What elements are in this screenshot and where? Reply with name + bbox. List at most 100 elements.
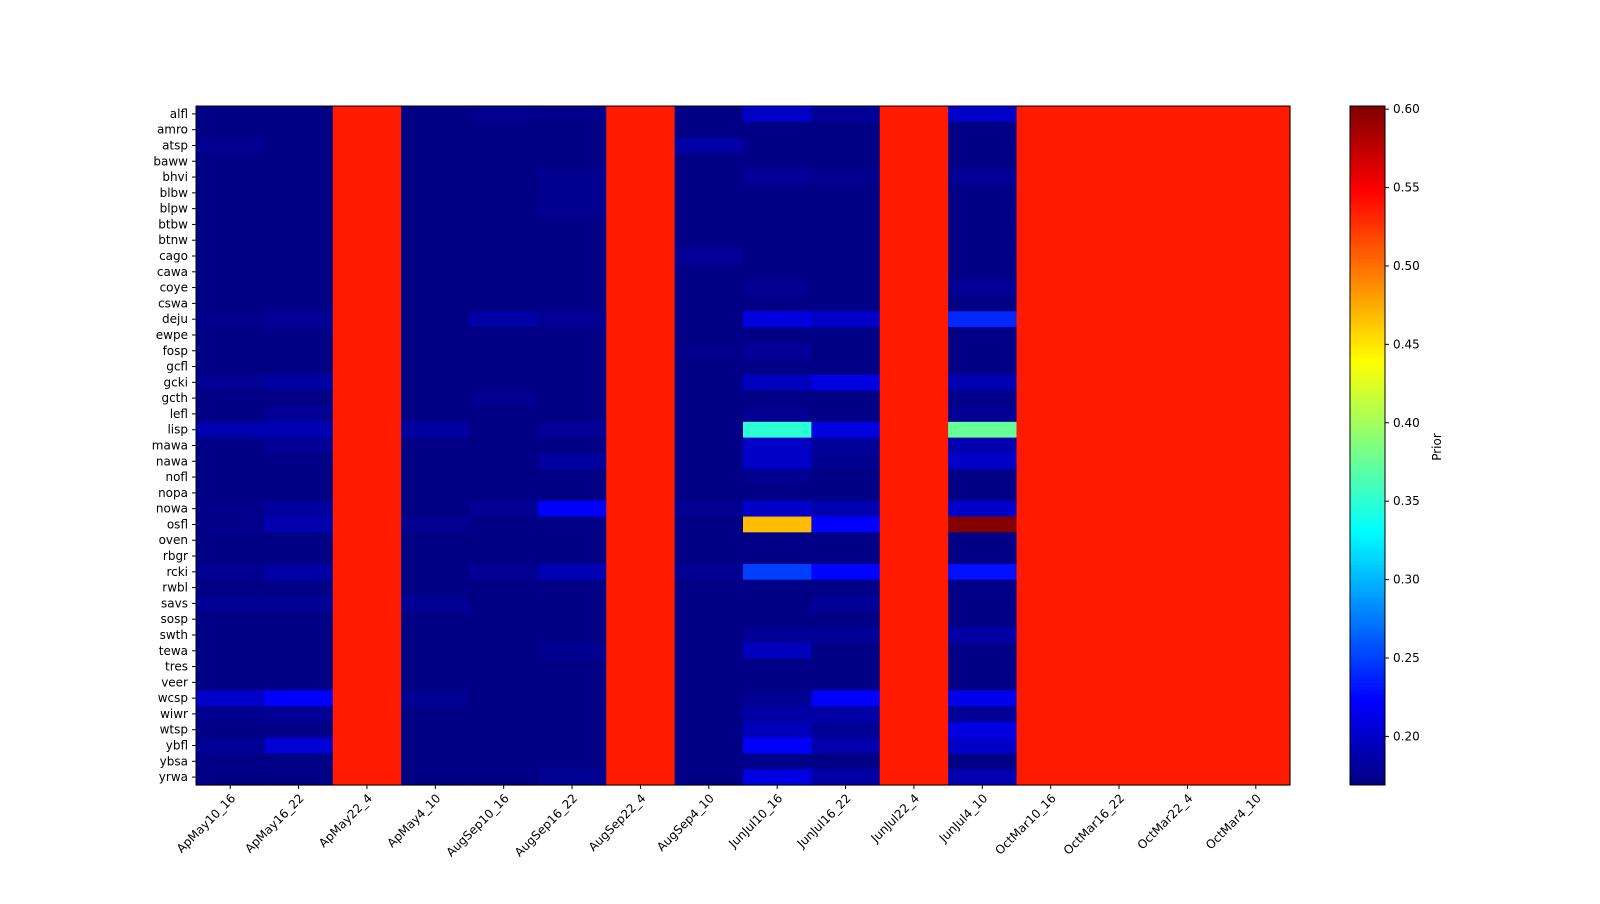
heatmap-cell (879, 421, 949, 439)
x-tick-label: OctMar4_10 (1203, 791, 1264, 852)
heatmap-cell (879, 311, 949, 328)
heatmap-cell (811, 516, 881, 533)
heatmap-cell (606, 437, 676, 454)
heatmap-cell (948, 200, 1018, 218)
heatmap-cell (196, 390, 265, 407)
y-tick-label: nowa (156, 502, 188, 516)
heatmap-cell (1016, 263, 1086, 281)
heatmap-cell (606, 611, 676, 628)
colorbar-segment (1350, 669, 1385, 674)
heatmap-cell (879, 232, 949, 249)
heatmap-cell (606, 721, 676, 739)
heatmap-cell (1084, 248, 1154, 265)
heatmap-cell (1153, 453, 1223, 470)
heatmap-cell (948, 548, 1018, 565)
heatmap-cell (948, 769, 1018, 786)
colorbar-segment (1350, 425, 1385, 430)
heatmap-cell (196, 563, 265, 581)
heatmap-cell (879, 374, 949, 391)
heatmap-cell (537, 295, 607, 312)
colorbar-segment (1350, 628, 1385, 633)
heatmap-cell (264, 753, 334, 770)
heatmap-cell (1084, 769, 1154, 786)
heatmap-cell (1153, 358, 1223, 376)
colorbar-frame (1349, 105, 1386, 786)
heatmap-cell (674, 721, 744, 739)
heatmap-cell (1084, 342, 1154, 360)
y-tick-label: ybsa (160, 754, 188, 768)
heatmap-cell (1016, 406, 1086, 423)
colorbar-segment (1350, 577, 1385, 582)
heatmap-cell (537, 469, 607, 486)
colorbar-segment (1350, 163, 1385, 168)
heatmap-cell (469, 311, 539, 328)
heatmap-cell (264, 516, 334, 533)
colorbar-segment (1350, 275, 1385, 280)
heatmap-cell (332, 216, 402, 233)
heatmap-cell (1153, 327, 1223, 344)
heatmap-cell (469, 484, 539, 502)
heatmap-cell (469, 753, 539, 770)
heatmap-cell (1084, 690, 1154, 707)
heatmap-cell (674, 390, 744, 407)
heatmap-cell (674, 769, 744, 786)
heatmap-cell (811, 374, 881, 391)
colorbar-segment (1350, 204, 1385, 209)
heatmap-cell (1016, 295, 1086, 312)
colorbar-segment (1350, 347, 1385, 351)
heatmap-cell (332, 627, 402, 644)
heatmap-cell (743, 737, 812, 755)
heatmap-cell (606, 579, 676, 597)
heatmap-cell (401, 706, 471, 723)
heatmap-cell (537, 327, 607, 344)
colorbar-segment (1350, 503, 1385, 508)
heatmap-cell (401, 169, 471, 186)
heatmap-cell (606, 200, 676, 218)
heatmap-cell (674, 595, 744, 612)
colorbar-segment (1350, 662, 1385, 667)
heatmap-cell (537, 627, 607, 644)
heatmap-cell (948, 279, 1018, 297)
heatmap-cell (1016, 516, 1086, 533)
heatmap-cell (811, 674, 881, 691)
heatmap-cell (674, 169, 744, 186)
colorbar-segment (1350, 187, 1385, 192)
colorbar-segment (1350, 326, 1385, 331)
heatmap-cell (879, 500, 949, 518)
heatmap-cell (811, 327, 881, 344)
colorbar-segment (1350, 554, 1385, 559)
heatmap-cell (1084, 658, 1154, 676)
heatmap-cell (196, 279, 265, 297)
heatmap-cell (1016, 642, 1086, 660)
colorbar-tick-label: 0.25 (1393, 651, 1420, 665)
y-tick-label: swth (160, 628, 188, 642)
colorbar-segment (1350, 296, 1385, 301)
heatmap-cell (401, 342, 471, 360)
heatmap-cell (1153, 374, 1223, 391)
y-tick-label: rwbl (162, 581, 188, 595)
heatmap-cell (264, 437, 334, 454)
heatmap-cell (606, 453, 676, 470)
heatmap-cell (1084, 548, 1154, 565)
heatmap-cell (1084, 532, 1154, 549)
colorbar-segment (1350, 150, 1385, 155)
heatmap-cell (606, 532, 676, 549)
heatmap-cell (1084, 753, 1154, 770)
heatmap-cell (332, 642, 402, 660)
heatmap-cell (332, 200, 402, 218)
heatmap-cell (606, 548, 676, 565)
heatmap-cell (1153, 674, 1223, 691)
heatmap-cell (879, 563, 949, 581)
heatmap-cell (264, 216, 334, 233)
heatmap-cell (537, 153, 607, 170)
heatmap-cell (196, 611, 265, 628)
heatmap-cell (1153, 706, 1223, 723)
heatmap-cell (401, 579, 471, 597)
heatmap-cell (879, 169, 949, 186)
colorbar-segment (1350, 153, 1385, 158)
heatmap-cell (537, 358, 607, 376)
heatmap-cell (1221, 453, 1291, 470)
heatmap-cell (401, 642, 471, 660)
heatmap-cell (332, 706, 402, 723)
y-tick-label: nawa (156, 454, 188, 468)
